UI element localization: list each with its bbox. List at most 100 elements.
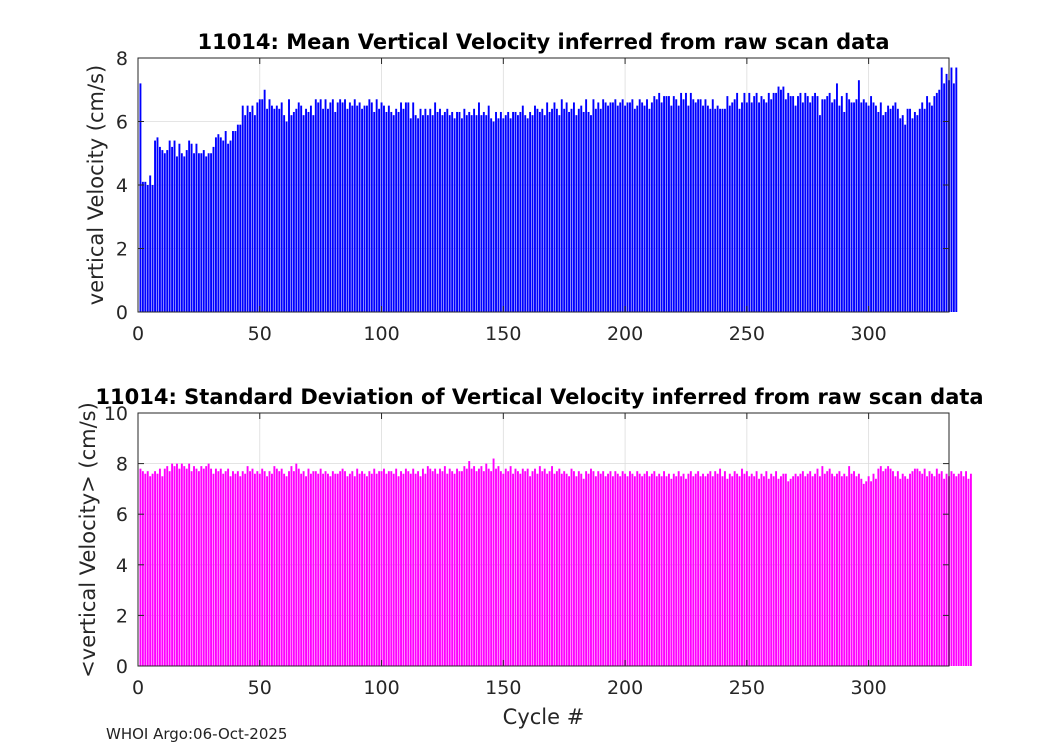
bar [736,473,739,666]
bar [965,471,967,666]
bar [497,118,500,312]
bar [850,102,853,312]
bar [236,471,239,666]
bar [784,99,787,312]
bar [212,146,215,312]
bar [828,92,831,312]
bar [945,473,948,666]
bar [400,471,402,666]
bar [775,471,778,666]
bar [823,473,826,666]
bar [268,471,271,666]
bar [275,468,278,666]
bar [843,111,846,312]
bar [836,83,838,313]
bar [758,102,760,312]
bar [692,476,695,666]
bar [478,102,480,312]
bar [285,476,288,666]
bar [521,105,524,313]
bar [782,86,785,312]
bar [548,111,551,312]
bar [278,471,281,666]
bar [604,476,607,666]
bar [482,471,485,666]
bar [232,471,234,666]
bar [329,102,332,312]
bar [470,468,473,666]
bar [288,99,290,312]
bar [811,96,814,312]
bar [412,468,415,666]
bar [848,466,851,666]
bar [161,476,164,666]
bar [487,468,490,666]
bar [721,108,724,312]
bar [814,92,816,312]
bar [585,99,588,312]
bar [658,92,661,312]
bar [928,102,931,312]
bar [685,92,687,312]
bar [193,153,195,312]
bar [529,476,532,666]
bar [572,471,575,666]
bar [383,105,385,313]
bar [434,102,437,312]
bar [650,473,653,666]
bar [597,471,600,666]
bar [429,108,432,312]
bar [643,473,646,666]
bar [290,115,293,313]
bar [426,466,429,666]
bar [256,102,259,312]
bar [784,473,787,666]
bar [480,466,483,666]
bar [339,471,342,666]
bar [660,102,663,312]
bar [624,473,627,666]
bar [675,476,678,666]
bar [667,96,670,312]
bar [504,468,507,666]
bar [575,476,578,666]
plot-area [138,413,949,666]
bar [935,92,938,312]
bar [534,105,536,313]
bar [555,471,558,666]
bar [176,156,178,312]
bar [765,102,768,312]
bar [570,108,573,312]
chart-title: 11014: Mean Vertical Velocity inferred f… [197,30,889,54]
bar [271,473,273,666]
bar [546,102,549,312]
bar [560,473,563,666]
bar [699,99,702,312]
y-tick-label: 0 [116,302,128,324]
bar [680,92,683,312]
bar [680,476,683,666]
bar [789,478,792,666]
bar [232,131,234,312]
bar [811,476,814,666]
bar [468,461,471,666]
bar [558,115,561,313]
bar [336,473,339,666]
bar [882,115,885,313]
bar [755,92,758,312]
bar [448,115,451,313]
bar [166,150,169,312]
bar [263,89,266,312]
bar [565,102,568,312]
bar [682,473,685,666]
bar [892,471,894,666]
bar [475,471,478,666]
bar [762,99,765,312]
bar [473,108,476,312]
bar [675,99,678,312]
bar [694,473,697,666]
bar [646,471,648,666]
bar [392,115,395,313]
bar [641,476,644,666]
bar [777,86,780,312]
